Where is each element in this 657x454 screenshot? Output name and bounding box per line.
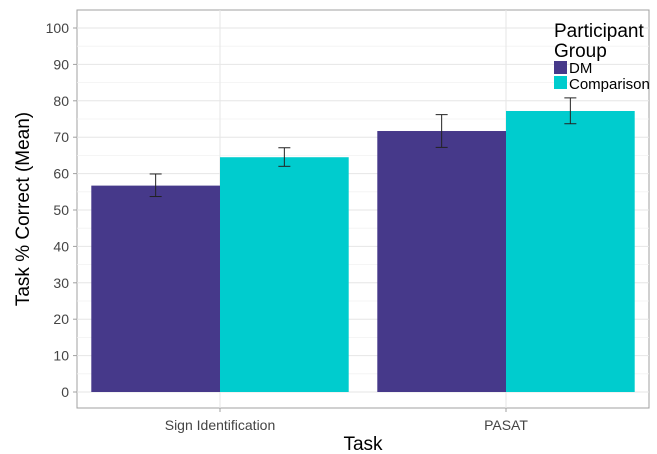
bars [91,110,635,392]
error-bars [149,97,577,198]
y-axis-title: Task % Correct (Mean) [13,112,34,306]
y-tick-label: 0 [61,384,69,400]
legend: Participant Group DM Comparison [554,21,650,93]
error-bar [278,147,291,167]
y-tick-label: 20 [53,311,69,327]
y-tick-label: 80 [53,93,69,109]
bar-dm-pasat [377,131,506,392]
y-tick-label: 90 [53,56,69,72]
bar-comparison-pasat [506,110,635,392]
x-tick-label: Sign Identification [165,417,276,433]
legend-swatch-comparison [554,76,567,89]
y-tick-label: 70 [53,129,69,145]
x-axis-ticks: Sign Identification PASAT [165,408,528,433]
x-axis-title: Task [343,434,383,454]
y-axis-ticks: 0 10 20 30 40 50 60 70 80 90 100 [46,20,77,400]
y-tick-label: 50 [53,202,69,218]
error-bar [435,114,448,148]
y-tick-label: 30 [53,275,69,291]
y-tick-label: 60 [53,166,69,182]
bar-comparison-sign-identification [220,157,349,392]
bar-dm-sign-identification [91,185,220,392]
legend-label-comparison: Comparison [569,76,650,93]
y-tick-label: 10 [53,348,69,364]
error-bar [149,173,162,198]
legend-swatch-dm [554,61,567,74]
legend-title-line-1: Participant [554,21,644,42]
y-tick-label: 100 [46,20,70,36]
y-tick-label: 40 [53,238,69,254]
error-bar [564,97,577,125]
legend-title-line-2: Group [554,41,607,62]
legend-label-dm: DM [569,60,592,77]
x-tick-label: PASAT [484,417,528,433]
